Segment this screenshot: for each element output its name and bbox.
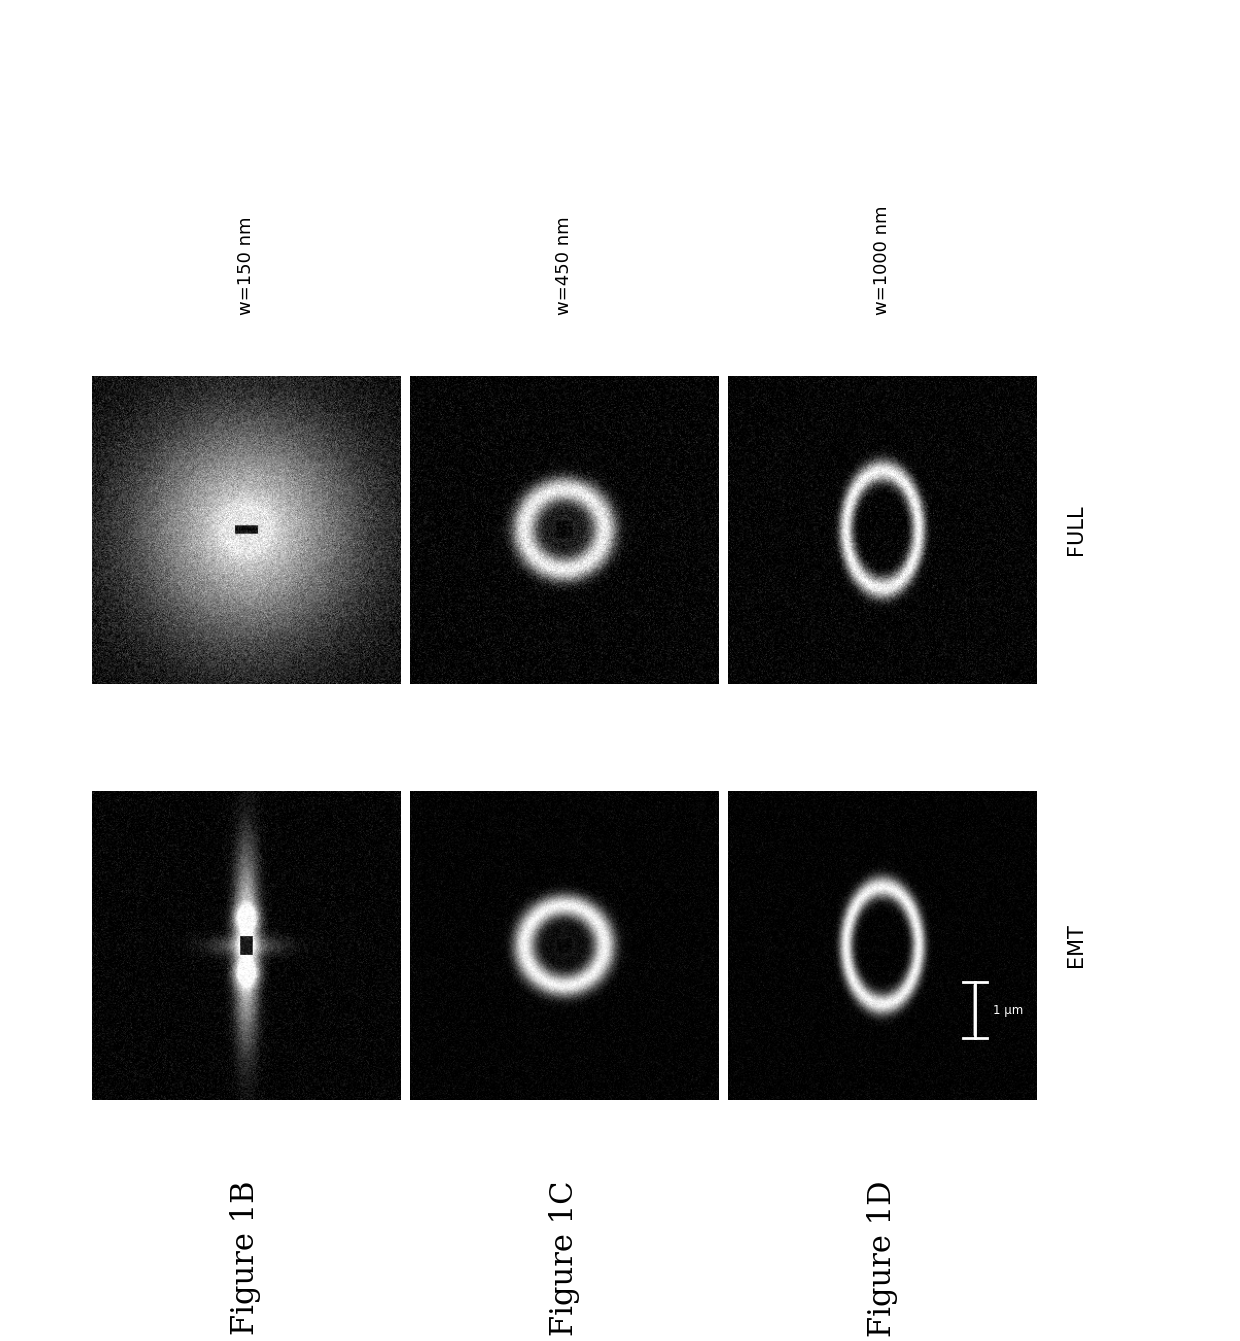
Text: FULL: FULL [1066,504,1086,555]
Text: w=450 nm: w=450 nm [556,216,573,315]
Text: Figure 1C: Figure 1C [549,1180,580,1336]
Text: 1 μm: 1 μm [993,1003,1024,1016]
Text: Figure 1B: Figure 1B [231,1180,262,1334]
Text: w=150 nm: w=150 nm [237,217,255,315]
Text: Figure 1D: Figure 1D [867,1180,898,1337]
Text: w=1000 nm: w=1000 nm [873,205,892,315]
Text: EMT: EMT [1066,924,1086,967]
